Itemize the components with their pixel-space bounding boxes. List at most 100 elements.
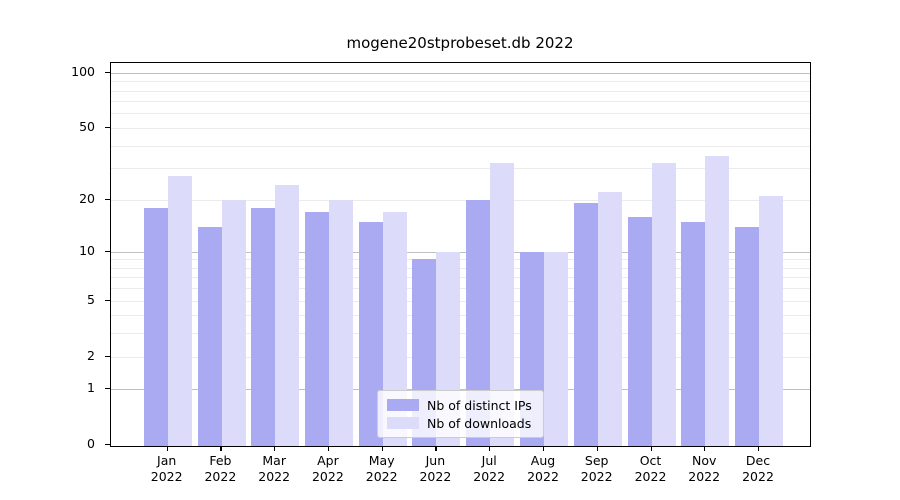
y-tick-5	[105, 299, 110, 301]
bar-downloads-aug	[543, 251, 568, 446]
year-label: 2022	[311, 469, 344, 484]
y-tick-10	[105, 250, 110, 252]
x-tick-nov	[704, 446, 706, 451]
bar-ips-oct	[627, 216, 652, 446]
legend-label: Nb of distinct IPs	[427, 397, 532, 413]
y-tick-2	[105, 355, 110, 357]
bar-downloads-jan	[167, 176, 192, 446]
x-tick-label-nov: Nov 2022	[674, 453, 734, 485]
y-tick-label-20: 20	[79, 190, 95, 206]
month-label: Mar	[262, 453, 286, 468]
minor-gridline-7	[111, 277, 810, 279]
year-label: 2022	[580, 469, 613, 484]
bar-ips-dec	[735, 226, 759, 446]
year-label: 2022	[150, 469, 183, 484]
month-label: Jan	[157, 453, 177, 468]
month-label: Feb	[209, 453, 232, 468]
major-gridline-100	[111, 72, 810, 74]
month-label: Nov	[691, 453, 717, 468]
legend-item-0: Nb of distinct IPs	[387, 396, 536, 414]
bar-ips-mar	[251, 207, 276, 446]
minor-gridline-30	[111, 168, 810, 170]
x-tick-may	[381, 446, 383, 451]
x-tick-dec	[758, 446, 760, 451]
month-label: Jul	[481, 453, 497, 468]
x-tick-label-mar: Mar 2022	[244, 453, 304, 485]
y-tick-label-2: 2	[87, 347, 95, 363]
y-tick-label-0: 0	[87, 436, 95, 452]
bar-downloads-feb	[221, 199, 246, 446]
minor-gridline-70	[111, 101, 810, 103]
x-tick-oct	[650, 446, 652, 451]
year-label: 2022	[204, 469, 237, 484]
minor-gridline-6	[111, 288, 810, 290]
bar-downloads-sep	[597, 192, 622, 446]
x-tick-feb	[220, 446, 222, 451]
x-tick-label-oct: Oct 2022	[621, 453, 681, 485]
minor-gridline-20	[111, 199, 810, 201]
x-tick-label-sep: Sep 2022	[567, 453, 627, 485]
year-label: 2022	[634, 469, 667, 484]
minor-gridline-40	[111, 145, 810, 147]
y-tick-label-100: 100	[71, 63, 95, 79]
minor-gridline-60	[111, 113, 810, 115]
bar-downloads-nov	[705, 156, 730, 446]
major-gridline-1	[111, 389, 810, 391]
legend-swatch	[387, 399, 419, 411]
x-tick-sep	[596, 446, 598, 451]
month-label: Sep	[584, 453, 609, 468]
x-tick-label-aug: Aug 2022	[513, 453, 573, 485]
month-label: Aug	[530, 453, 556, 468]
bar-ips-jan	[143, 207, 168, 446]
y-tick-label-5: 5	[87, 291, 95, 307]
y-tick-label-1: 1	[87, 380, 95, 396]
x-tick-mar	[274, 446, 276, 451]
legend-item-1: Nb of downloads	[387, 414, 536, 432]
bar-ips-nov	[681, 221, 706, 446]
x-tick-label-dec: Dec 2022	[728, 453, 788, 485]
x-tick-label-jul: Jul 2022	[459, 453, 519, 485]
month-label: Dec	[745, 453, 771, 468]
x-tick-label-may: May 2022	[352, 453, 412, 485]
y-tick-1	[105, 388, 110, 390]
major-gridline-10	[111, 251, 810, 253]
bar-downloads-apr	[328, 199, 353, 446]
chart-title: mogene20stprobeset.db 2022	[346, 34, 574, 52]
minor-gridline-5	[111, 300, 810, 302]
x-tick-label-jan: Jan 2022	[137, 453, 197, 485]
plot-area	[110, 62, 811, 447]
year-label: 2022	[419, 469, 452, 484]
x-tick-label-feb: Feb 2022	[190, 453, 250, 485]
y-tick-0	[105, 444, 110, 446]
bar-downloads-dec	[759, 195, 783, 446]
x-tick-label-apr: Apr 2022	[298, 453, 358, 485]
year-label: 2022	[527, 469, 559, 484]
minor-gridline-8	[111, 267, 810, 269]
month-label: Apr	[317, 453, 339, 468]
bar-downloads-oct	[651, 163, 676, 446]
x-tick-aug	[543, 446, 545, 451]
legend-swatch	[387, 417, 419, 429]
year-label: 2022	[688, 469, 721, 484]
month-label: May	[368, 453, 395, 468]
x-tick-jun	[435, 446, 437, 451]
minor-gridline-90	[111, 81, 810, 83]
bar-ips-feb	[197, 226, 222, 446]
y-tick-20	[105, 198, 110, 200]
minor-gridline-4	[111, 315, 810, 317]
bar-downloads-mar	[275, 185, 300, 446]
year-label: 2022	[742, 469, 774, 484]
year-label: 2022	[258, 469, 291, 484]
minor-gridline-2	[111, 356, 810, 358]
y-tick-100	[105, 71, 110, 73]
year-label: 2022	[365, 469, 398, 484]
minor-gridline-9	[111, 259, 810, 261]
month-label: Oct	[639, 453, 662, 468]
x-tick-jul	[489, 446, 491, 451]
month-label: Jun	[425, 453, 446, 468]
legend-label: Nb of downloads	[427, 415, 532, 431]
y-tick-label-50: 50	[79, 118, 95, 134]
y-tick-50	[105, 126, 110, 129]
bar-ips-apr	[304, 211, 329, 446]
